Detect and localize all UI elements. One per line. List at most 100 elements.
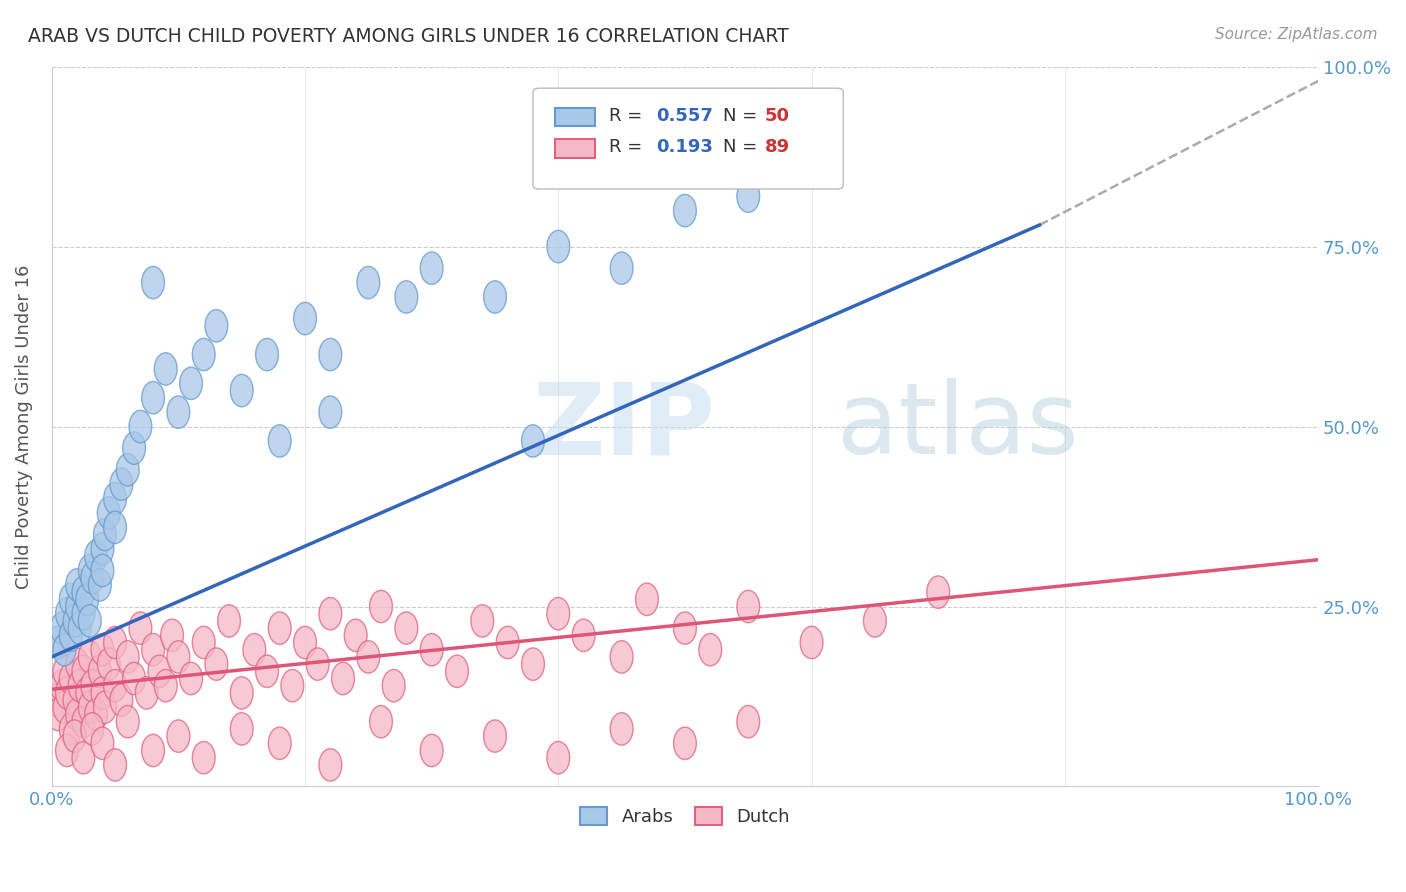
- Ellipse shape: [79, 554, 101, 587]
- Ellipse shape: [59, 713, 82, 745]
- Ellipse shape: [59, 583, 82, 615]
- Ellipse shape: [66, 591, 89, 623]
- Ellipse shape: [104, 511, 127, 543]
- Ellipse shape: [104, 670, 127, 702]
- Ellipse shape: [167, 396, 190, 428]
- Ellipse shape: [53, 655, 76, 688]
- Ellipse shape: [89, 569, 111, 601]
- Ellipse shape: [79, 640, 101, 673]
- Ellipse shape: [610, 252, 633, 285]
- Ellipse shape: [76, 677, 98, 709]
- Text: N =: N =: [723, 106, 763, 125]
- Ellipse shape: [56, 598, 79, 630]
- Ellipse shape: [281, 670, 304, 702]
- Ellipse shape: [82, 713, 104, 745]
- Ellipse shape: [59, 662, 82, 695]
- Text: atlas: atlas: [837, 378, 1078, 475]
- Ellipse shape: [737, 180, 759, 212]
- Ellipse shape: [97, 497, 120, 529]
- Ellipse shape: [63, 605, 86, 637]
- Ellipse shape: [471, 605, 494, 637]
- Ellipse shape: [66, 569, 89, 601]
- Ellipse shape: [395, 281, 418, 313]
- Ellipse shape: [63, 684, 86, 716]
- Ellipse shape: [142, 267, 165, 299]
- Ellipse shape: [110, 468, 132, 500]
- Ellipse shape: [66, 698, 89, 731]
- Ellipse shape: [167, 640, 190, 673]
- Ellipse shape: [269, 727, 291, 759]
- Text: ZIP: ZIP: [533, 378, 716, 475]
- Ellipse shape: [496, 626, 519, 658]
- Text: Source: ZipAtlas.com: Source: ZipAtlas.com: [1215, 27, 1378, 42]
- Ellipse shape: [205, 310, 228, 342]
- Text: 50: 50: [765, 106, 790, 125]
- Ellipse shape: [294, 626, 316, 658]
- Ellipse shape: [547, 598, 569, 630]
- Ellipse shape: [63, 720, 86, 752]
- Ellipse shape: [46, 626, 69, 658]
- Text: R =: R =: [609, 106, 648, 125]
- Ellipse shape: [269, 425, 291, 457]
- Ellipse shape: [94, 518, 117, 550]
- Ellipse shape: [56, 734, 79, 767]
- Ellipse shape: [269, 612, 291, 644]
- Ellipse shape: [522, 648, 544, 681]
- Ellipse shape: [110, 684, 132, 716]
- Ellipse shape: [117, 453, 139, 486]
- Ellipse shape: [382, 670, 405, 702]
- Ellipse shape: [44, 684, 67, 716]
- Ellipse shape: [167, 720, 190, 752]
- Ellipse shape: [148, 655, 170, 688]
- Ellipse shape: [104, 483, 127, 515]
- Ellipse shape: [319, 748, 342, 781]
- Ellipse shape: [699, 633, 721, 666]
- Text: N =: N =: [723, 138, 763, 156]
- Ellipse shape: [69, 612, 91, 644]
- Ellipse shape: [395, 612, 418, 644]
- Ellipse shape: [319, 396, 342, 428]
- Ellipse shape: [370, 706, 392, 738]
- Ellipse shape: [91, 533, 114, 566]
- Ellipse shape: [89, 655, 111, 688]
- Ellipse shape: [84, 698, 107, 731]
- Ellipse shape: [142, 734, 165, 767]
- Ellipse shape: [94, 691, 117, 723]
- Ellipse shape: [420, 633, 443, 666]
- Ellipse shape: [84, 540, 107, 573]
- Ellipse shape: [51, 670, 73, 702]
- Ellipse shape: [193, 741, 215, 774]
- Ellipse shape: [129, 410, 152, 442]
- Ellipse shape: [610, 713, 633, 745]
- Ellipse shape: [79, 691, 101, 723]
- Ellipse shape: [332, 662, 354, 695]
- Ellipse shape: [863, 605, 886, 637]
- Ellipse shape: [59, 619, 82, 651]
- Ellipse shape: [180, 662, 202, 695]
- Ellipse shape: [370, 591, 392, 623]
- Ellipse shape: [72, 706, 94, 738]
- Ellipse shape: [104, 748, 127, 781]
- Ellipse shape: [673, 194, 696, 227]
- Ellipse shape: [737, 591, 759, 623]
- Ellipse shape: [319, 338, 342, 371]
- Legend: Arabs, Dutch: Arabs, Dutch: [571, 797, 799, 835]
- Ellipse shape: [53, 691, 76, 723]
- Ellipse shape: [117, 640, 139, 673]
- Ellipse shape: [484, 720, 506, 752]
- Ellipse shape: [256, 655, 278, 688]
- Ellipse shape: [344, 619, 367, 651]
- Ellipse shape: [122, 432, 145, 465]
- Ellipse shape: [97, 648, 120, 681]
- Ellipse shape: [673, 727, 696, 759]
- Ellipse shape: [357, 640, 380, 673]
- Ellipse shape: [231, 677, 253, 709]
- Ellipse shape: [636, 583, 658, 615]
- Ellipse shape: [46, 698, 69, 731]
- Ellipse shape: [82, 670, 104, 702]
- Text: R =: R =: [609, 138, 648, 156]
- Ellipse shape: [91, 677, 114, 709]
- Ellipse shape: [76, 583, 98, 615]
- Ellipse shape: [72, 598, 94, 630]
- Ellipse shape: [91, 727, 114, 759]
